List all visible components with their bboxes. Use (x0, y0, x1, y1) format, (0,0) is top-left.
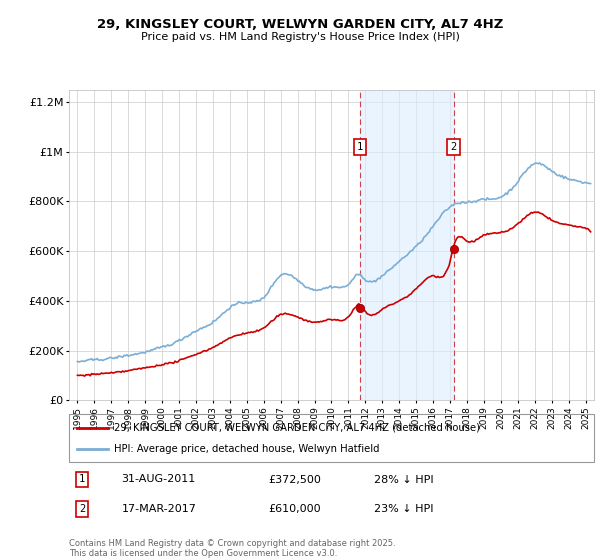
Text: 17-MAR-2017: 17-MAR-2017 (121, 504, 196, 514)
Text: 2: 2 (79, 504, 85, 514)
Text: £610,000: £610,000 (269, 504, 321, 514)
Text: £372,500: £372,500 (269, 474, 322, 484)
Text: 28% ↓ HPI: 28% ↓ HPI (373, 474, 433, 484)
Text: Price paid vs. HM Land Registry's House Price Index (HPI): Price paid vs. HM Land Registry's House … (140, 32, 460, 43)
Text: HPI: Average price, detached house, Welwyn Hatfield: HPI: Average price, detached house, Welw… (113, 444, 379, 454)
Text: 1: 1 (356, 142, 363, 152)
Text: 23% ↓ HPI: 23% ↓ HPI (373, 504, 433, 514)
Bar (360, 90, 454, 400)
Text: Contains HM Land Registry data © Crown copyright and database right 2025.
This d: Contains HM Land Registry data © Crown c… (69, 539, 395, 558)
Text: 1: 1 (79, 474, 85, 484)
Text: 2: 2 (451, 142, 457, 152)
Text: 29, KINGSLEY COURT, WELWYN GARDEN CITY, AL7 4HZ (detached house): 29, KINGSLEY COURT, WELWYN GARDEN CITY, … (113, 423, 479, 433)
Text: 31-AUG-2011: 31-AUG-2011 (121, 474, 196, 484)
Text: 29, KINGSLEY COURT, WELWYN GARDEN CITY, AL7 4HZ: 29, KINGSLEY COURT, WELWYN GARDEN CITY, … (97, 18, 503, 31)
